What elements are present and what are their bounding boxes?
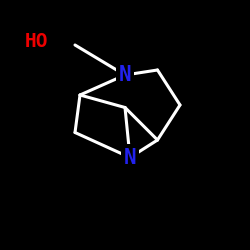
- Text: N: N: [119, 65, 131, 85]
- Text: N: N: [124, 148, 136, 168]
- Text: HO: HO: [25, 32, 48, 51]
